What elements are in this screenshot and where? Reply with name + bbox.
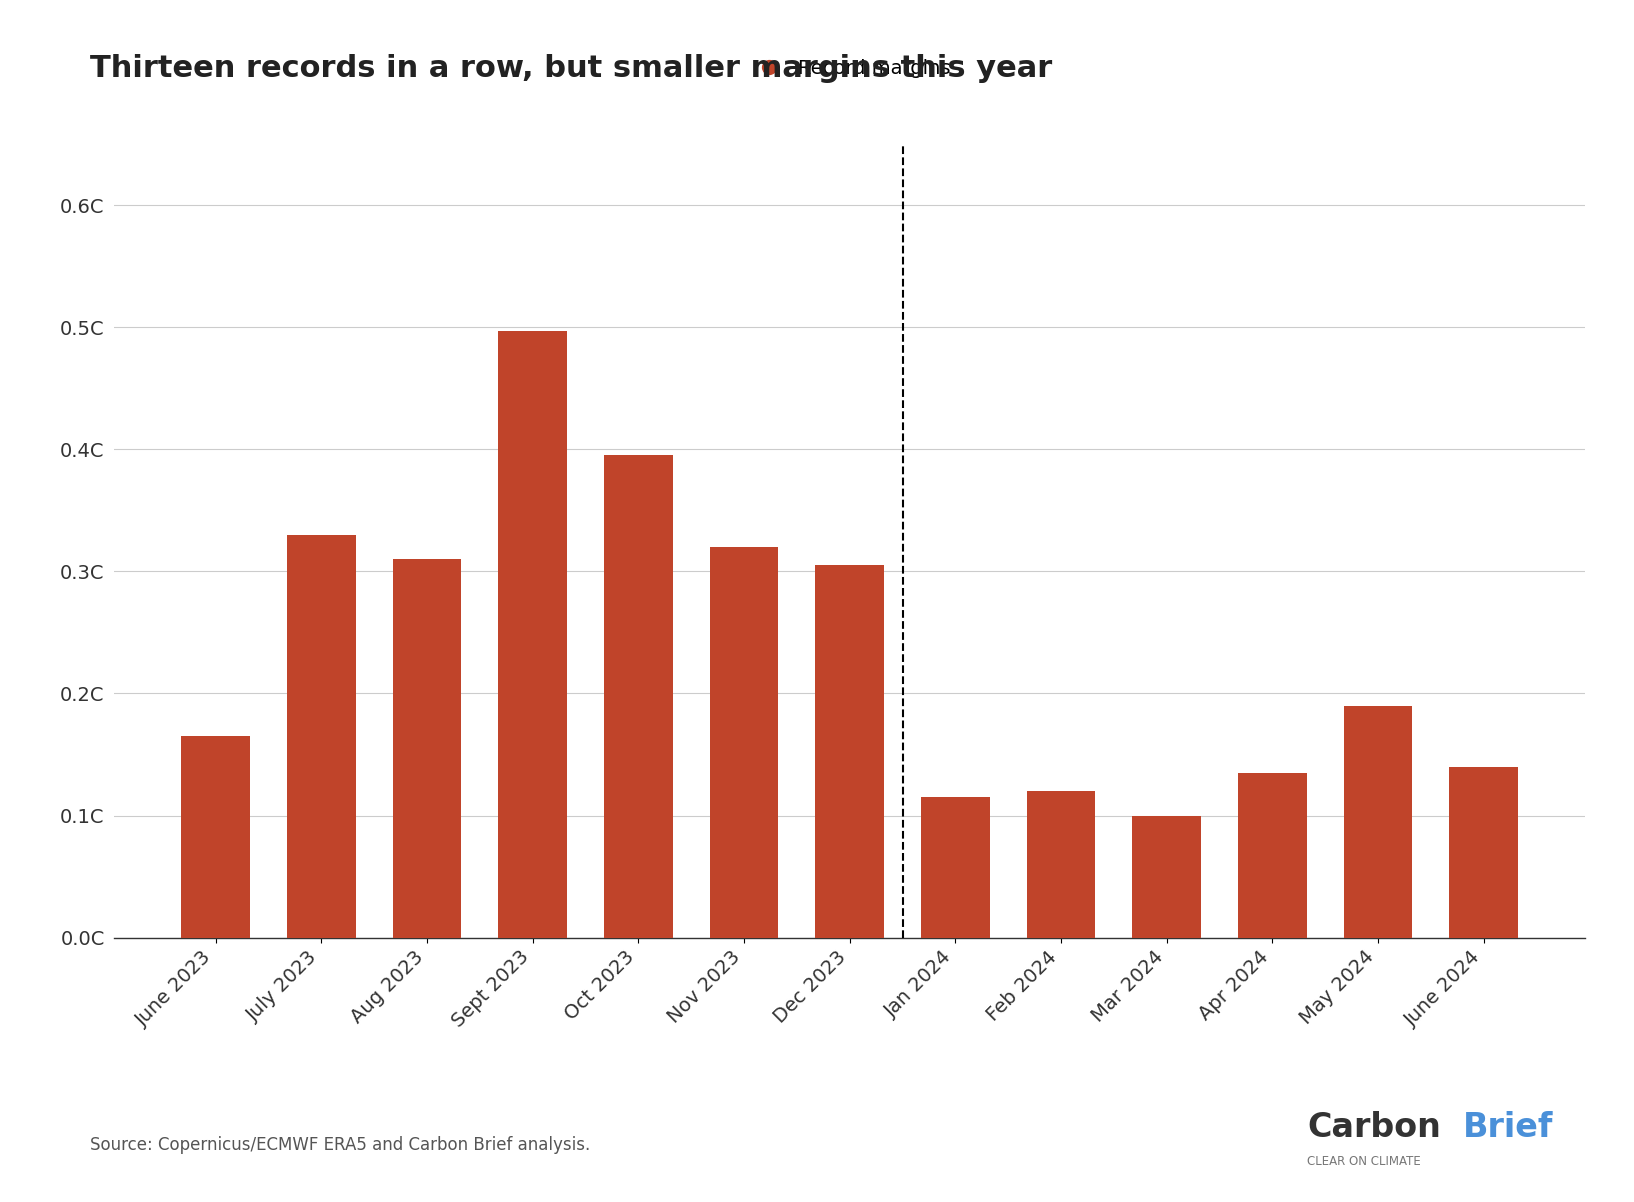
Bar <box>1026 791 1095 938</box>
Bar <box>498 331 567 938</box>
Bar <box>288 535 356 938</box>
Text: Thirteen records in a row, but smaller margins this year: Thirteen records in a row, but smaller m… <box>90 54 1052 83</box>
Text: Carbon: Carbon <box>1307 1112 1441 1144</box>
Bar <box>605 456 673 938</box>
Bar <box>1239 773 1307 938</box>
Bar <box>815 565 884 938</box>
Bar <box>1132 815 1201 938</box>
Text: Source: Copernicus/ECMWF ERA5 and Carbon Brief analysis.: Source: Copernicus/ECMWF ERA5 and Carbon… <box>90 1136 590 1154</box>
Text: CLEAR ON CLIMATE: CLEAR ON CLIMATE <box>1307 1155 1422 1168</box>
Bar <box>922 797 990 938</box>
Bar <box>181 736 250 938</box>
Legend: Record margins: Record margins <box>742 50 958 85</box>
Bar <box>1449 767 1518 938</box>
Bar <box>709 547 778 938</box>
Bar <box>392 559 461 938</box>
Text: Brief: Brief <box>1462 1112 1552 1144</box>
Bar <box>1343 706 1412 938</box>
